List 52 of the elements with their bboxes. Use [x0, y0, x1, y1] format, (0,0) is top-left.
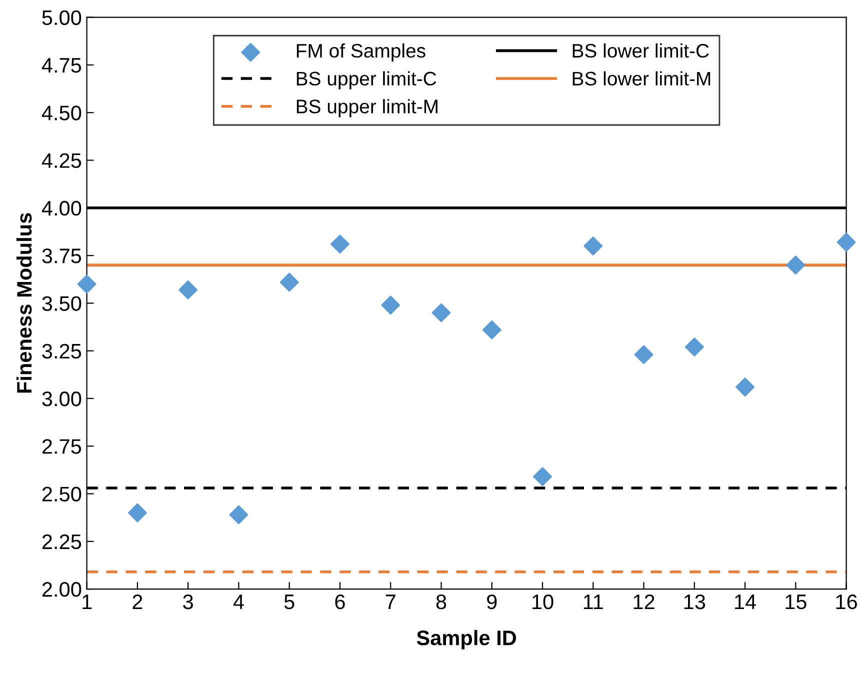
x-tick-label: 6: [335, 594, 345, 610]
x-tick-label: 9: [487, 594, 497, 610]
x-tick-label: 4: [233, 594, 244, 610]
y-tick-label: 4.75: [42, 58, 82, 73]
point: [280, 272, 299, 292]
y-tick-label: 4.25: [42, 153, 82, 168]
y-tick-label: 2.00: [42, 582, 82, 597]
x-tick-label: 10: [532, 594, 554, 610]
x-tick-label: 3: [183, 594, 193, 610]
x-tick-label: 7: [386, 594, 396, 610]
point: [128, 503, 147, 522]
point: [229, 505, 248, 524]
point: [836, 232, 856, 252]
x-tick-label: 16: [836, 594, 857, 610]
legend-label: BS upper limit-C: [296, 71, 436, 90]
x-tick-label: 8: [436, 594, 446, 610]
legend-label: FM of Samples: [296, 43, 426, 62]
x-tick-label: 2: [132, 594, 142, 610]
x-tick-label: 12: [634, 594, 654, 610]
y-axis-title: Fineness Modulus: [16, 213, 32, 393]
x-tick-label: 15: [786, 594, 806, 610]
x-tick-label: 13: [684, 594, 706, 610]
point: [533, 467, 552, 486]
x-tick-label: 11: [584, 594, 603, 610]
point: [178, 280, 198, 300]
y-tick-label: 2.25: [42, 534, 82, 550]
x-tick-label: 5: [284, 594, 294, 610]
point: [584, 236, 603, 256]
y-tick-label: 4.00: [42, 200, 82, 216]
point: [330, 234, 350, 254]
point: [482, 320, 502, 340]
point: [736, 378, 755, 397]
legend-label: BS lower limit-M: [572, 71, 710, 86]
point: [381, 296, 400, 315]
x-tick-label: 1: [82, 594, 92, 610]
y-tick-label: 3.75: [42, 248, 82, 264]
point: [77, 274, 96, 294]
x-tick-label: 14: [735, 594, 756, 610]
y-tick-label: 3.50: [42, 296, 82, 311]
y-tick-label: 4.50: [42, 106, 82, 120]
x-axis-title: Sample ID: [416, 630, 516, 650]
point: [634, 345, 654, 364]
y-tick-label: 2.50: [42, 486, 82, 502]
point: [684, 338, 704, 356]
point: [432, 303, 451, 322]
y-tick-label: 3.00: [42, 391, 82, 406]
y-tick-label: 5.00: [42, 10, 82, 26]
y-tick-label: 3.25: [42, 344, 82, 359]
legend-label: BS lower limit-C: [572, 43, 709, 58]
y-tick-label: 2.75: [42, 439, 82, 454]
point: [786, 256, 806, 275]
legend-label: BS upper limit-M: [296, 99, 438, 118]
